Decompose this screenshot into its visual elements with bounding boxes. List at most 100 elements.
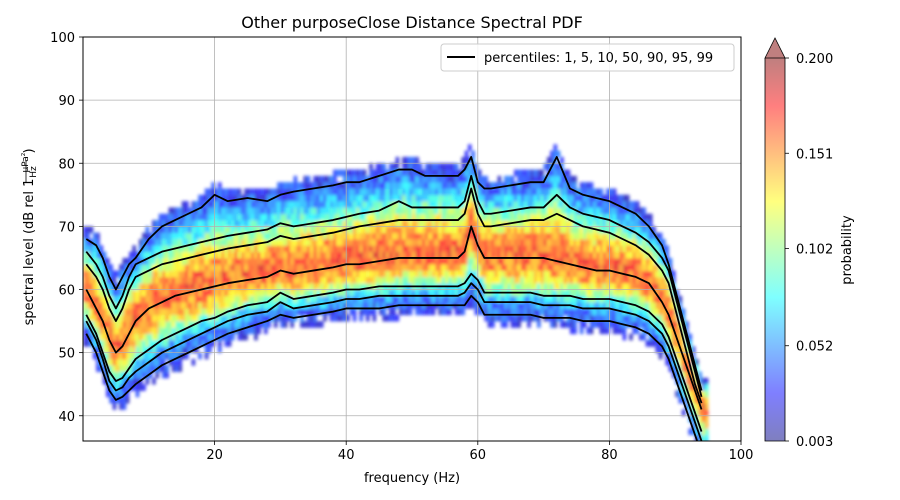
heatmap-cell <box>184 314 189 322</box>
heatmap-cell <box>217 264 222 271</box>
heatmap-cell <box>240 226 245 234</box>
heatmap-cell <box>277 270 281 278</box>
heatmap-cell <box>484 182 489 189</box>
heatmap-cell <box>408 245 413 253</box>
heatmap-cell <box>402 169 406 177</box>
heatmap-cell <box>244 264 248 271</box>
heatmap-cell <box>250 308 255 316</box>
heatmap-cell <box>326 251 331 259</box>
heatmap-cell <box>510 257 515 265</box>
heatmap-cell <box>563 220 568 227</box>
x-tick-label: 20 <box>206 448 223 463</box>
heatmap-cell <box>619 220 623 227</box>
heatmap-cell <box>286 232 291 240</box>
heatmap-cell <box>694 428 699 436</box>
heatmap-cell <box>560 194 564 202</box>
heatmap-cell <box>658 270 663 278</box>
heatmap-cell <box>313 188 317 196</box>
heatmap-cell <box>359 194 364 202</box>
heatmap-cell <box>691 352 696 360</box>
heatmap-cell <box>530 232 535 240</box>
heatmap-cell <box>652 327 656 335</box>
heatmap-cell <box>648 295 653 303</box>
heatmap-cell <box>257 226 262 234</box>
heatmap-cell <box>201 194 206 202</box>
heatmap-cell <box>362 308 367 316</box>
heatmap-cell <box>444 226 449 234</box>
heatmap-cell <box>158 213 163 221</box>
heatmap-cell <box>619 201 623 208</box>
heatmap-cell <box>194 302 199 309</box>
heatmap-cell <box>109 358 114 366</box>
heatmap-cell <box>188 283 192 290</box>
heatmap-cell <box>125 321 130 328</box>
heatmap-cell <box>490 283 495 290</box>
heatmap-cell <box>365 201 370 208</box>
heatmap-cell <box>372 213 377 221</box>
heatmap-cell <box>537 314 541 322</box>
heatmap-cell <box>625 308 630 316</box>
heatmap-cell <box>553 264 558 271</box>
heatmap-cell <box>112 358 117 366</box>
heatmap-cell <box>583 270 587 278</box>
heatmap-cell <box>507 232 512 240</box>
heatmap-cell <box>405 276 410 284</box>
heatmap-cell <box>517 169 521 177</box>
y-tick-label: 40 <box>58 410 75 425</box>
heatmap-cell <box>418 264 423 271</box>
heatmap-cell <box>490 264 495 271</box>
heatmap-cell <box>668 365 673 372</box>
heatmap-cell <box>675 289 679 297</box>
heatmap-cell <box>89 333 94 341</box>
heatmap-cell <box>606 201 610 208</box>
heatmap-cell <box>342 270 347 278</box>
heatmap-cell <box>685 377 689 385</box>
heatmap-cell <box>589 220 594 227</box>
heatmap-cell <box>655 245 660 253</box>
heatmap-cell <box>211 270 215 278</box>
heatmap-cell <box>523 245 528 253</box>
heatmap-cell <box>211 295 215 303</box>
heatmap-cell <box>648 308 653 316</box>
heatmap-cell <box>152 295 156 303</box>
heatmap-cell <box>530 308 535 316</box>
heatmap-cell <box>119 289 123 297</box>
heatmap-cell <box>602 194 607 202</box>
heatmap-cell <box>523 226 528 234</box>
heatmap-cell <box>421 182 426 189</box>
heatmap-cell <box>589 321 594 328</box>
heatmap-cell <box>540 308 544 316</box>
heatmap-cell <box>527 226 531 234</box>
heatmap-cell <box>441 163 446 170</box>
heatmap-cell <box>329 283 334 290</box>
heatmap-cell <box>379 201 383 208</box>
heatmap-cell <box>286 251 291 259</box>
heatmap-cell <box>184 308 189 316</box>
heatmap-cell <box>596 251 600 259</box>
heatmap-cell <box>698 415 702 423</box>
heatmap-cell <box>487 251 492 259</box>
heatmap-cell <box>490 245 495 253</box>
heatmap-cell <box>642 302 646 309</box>
heatmap-cell <box>359 239 364 246</box>
heatmap-cell <box>237 201 242 208</box>
heatmap-cell <box>573 270 577 278</box>
heatmap-cell <box>237 207 242 215</box>
percentile-line-99 <box>85 156 703 391</box>
heatmap-cell <box>254 207 258 215</box>
heatmap-cell <box>83 232 87 240</box>
heatmap-cell <box>504 188 508 196</box>
heatmap-cell <box>569 239 574 246</box>
heatmap-cell <box>589 257 594 265</box>
heatmap-cell <box>527 239 531 246</box>
heatmap-cell <box>286 270 291 278</box>
heatmap-cell <box>388 276 393 284</box>
heatmap-cell <box>451 295 456 303</box>
heatmap-cell <box>306 295 311 303</box>
y-tick-label: 60 <box>58 284 75 299</box>
heatmap-cell <box>642 321 646 328</box>
heatmap-cell <box>576 232 581 240</box>
heatmap-cell <box>395 175 400 183</box>
heatmap-cell <box>194 308 199 316</box>
heatmap-cell <box>517 257 521 265</box>
